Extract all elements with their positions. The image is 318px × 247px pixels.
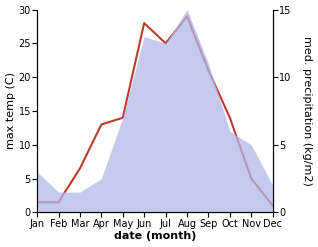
X-axis label: date (month): date (month) [114,231,196,242]
Y-axis label: max temp (C): max temp (C) [5,72,16,149]
Y-axis label: med. precipitation (kg/m2): med. precipitation (kg/m2) [302,36,313,186]
